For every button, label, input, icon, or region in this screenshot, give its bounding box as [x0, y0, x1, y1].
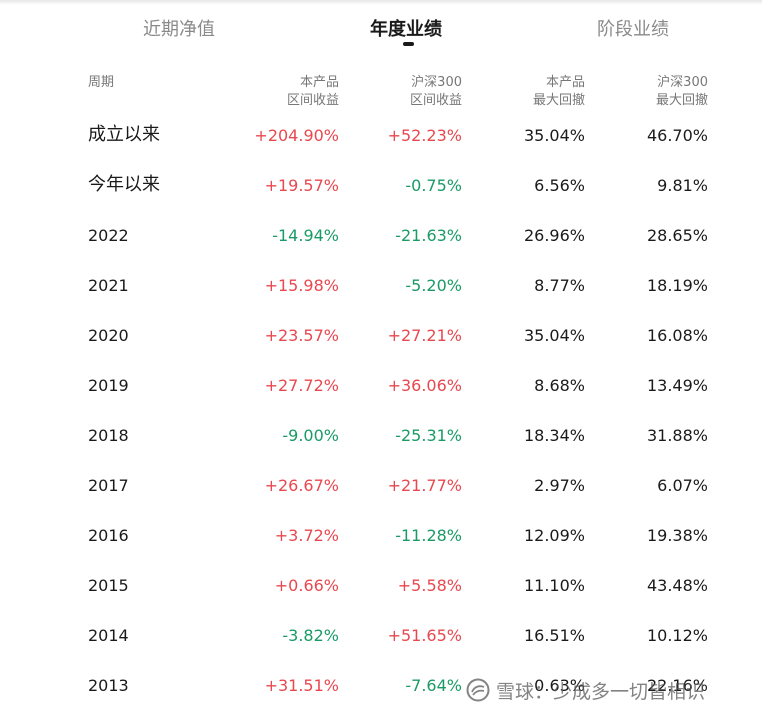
period-cell: 成立以来 [88, 124, 160, 145]
header-index-return: 沪深300 区间收益 [410, 74, 462, 110]
table-row: 2020 +23.57% +27.21% 35.04% 16.08% [0, 312, 762, 362]
index-return-cell: +52.23% [387, 126, 462, 145]
index-drawdown-cell: 13.49% [646, 376, 708, 395]
period-cell: 2017 [88, 476, 129, 495]
tab-stage-performance[interactable]: 阶段业绩 [597, 19, 669, 40]
product-return-cell: -9.00% [282, 426, 339, 445]
table-row: 2022 -14.94% -21.63% 26.96% 28.65% [0, 212, 762, 262]
period-cell: 2016 [88, 526, 129, 545]
product-drawdown-cell: 8.68% [534, 376, 585, 395]
product-return-cell: +204.90% [254, 126, 339, 145]
product-drawdown-cell: 18.34% [523, 426, 585, 445]
period-cell: 2018 [88, 426, 129, 445]
index-drawdown-cell: 6.07% [657, 476, 708, 495]
index-return-cell: -21.63% [395, 226, 462, 245]
index-drawdown-cell: 18.19% [646, 276, 708, 295]
product-drawdown-cell: 8.77% [534, 276, 585, 295]
period-cell: 今年以来 [88, 174, 160, 195]
product-drawdown-cell: 2.97% [534, 476, 585, 495]
index-return-cell: -5.20% [405, 276, 462, 295]
index-drawdown-cell: 10.12% [646, 626, 708, 645]
header-product-drawdown: 本产品 最大回撤 [533, 74, 585, 110]
table-row: 2015 +0.66% +5.58% 11.10% 43.48% [0, 562, 762, 612]
header-period: 周期 [88, 75, 115, 90]
product-drawdown-cell: 6.56% [534, 176, 585, 195]
index-drawdown-cell: 46.70% [646, 126, 708, 145]
header-index-drawdown: 沪深300 最大回撤 [656, 74, 708, 110]
index-return-cell: -11.28% [395, 526, 462, 545]
table-row: 2019 +27.72% +36.06% 8.68% 13.49% [0, 362, 762, 412]
index-return-cell: -25.31% [395, 426, 462, 445]
period-cell: 2020 [88, 326, 129, 345]
index-return-cell: +51.65% [387, 626, 462, 645]
index-return-cell: +21.77% [387, 476, 462, 495]
product-drawdown-cell: 11.10% [523, 576, 585, 595]
active-tab-indicator [403, 42, 414, 46]
header-product-drawdown-line2: 最大回撤 [532, 93, 585, 108]
period-cell: 2022 [88, 226, 129, 245]
header-product-drawdown-line1: 本产品 [545, 75, 585, 90]
product-drawdown-cell: 0.63% [534, 676, 585, 695]
product-drawdown-cell: 16.51% [523, 626, 585, 645]
product-return-cell: +3.72% [274, 526, 339, 545]
index-return-cell: -7.64% [405, 676, 462, 695]
header-index-drawdown-line2: 最大回撤 [655, 93, 708, 108]
index-drawdown-cell: 22.16% [646, 676, 708, 695]
product-return-cell: +26.67% [264, 476, 339, 495]
index-drawdown-cell: 28.65% [646, 226, 708, 245]
index-return-cell: -0.75% [405, 176, 462, 195]
tab-recent-nav[interactable]: 近期净值 [143, 19, 215, 40]
tab-annual-performance[interactable]: 年度业绩 [370, 19, 442, 40]
table-row: 2016 +3.72% -11.28% 12.09% 19.38% [0, 512, 762, 562]
product-drawdown-cell: 35.04% [523, 126, 585, 145]
header-index-return-line1: 沪深300 [411, 75, 462, 90]
performance-table-body: 成立以来 +204.90% +52.23% 35.04% 46.70% 今年以来 +19.5… [0, 112, 762, 712]
index-drawdown-cell: 31.88% [646, 426, 708, 445]
period-cell: 2019 [88, 376, 129, 395]
product-drawdown-cell: 26.96% [523, 226, 585, 245]
index-return-cell: +36.06% [387, 376, 462, 395]
table-row: 今年以来 +19.57% -0.75% 6.56% 9.81% [0, 162, 762, 212]
header-product-return: 本产品 区间收益 [287, 74, 339, 110]
table-row: 成立以来 +204.90% +52.23% 35.04% 46.70% [0, 112, 762, 162]
period-cell: 2013 [88, 676, 129, 695]
top-shadow [0, 0, 762, 5]
table-row: 2017 +26.67% +21.77% 2.97% 6.07% [0, 462, 762, 512]
table-row: 2013 +31.51% -7.64% 0.63% 22.16% [0, 662, 762, 712]
product-return-cell: +15.98% [264, 276, 339, 295]
product-drawdown-cell: 12.09% [523, 526, 585, 545]
index-drawdown-cell: 16.08% [646, 326, 708, 345]
index-drawdown-cell: 9.81% [657, 176, 708, 195]
product-return-cell: -14.94% [272, 226, 339, 245]
index-return-cell: +5.58% [397, 576, 462, 595]
product-return-cell: +27.72% [264, 376, 339, 395]
product-return-cell: -3.82% [282, 626, 339, 645]
product-return-cell: +19.57% [264, 176, 339, 195]
table-row: 2021 +15.98% -5.20% 8.77% 18.19% [0, 262, 762, 312]
header-product-return-line2: 区间收益 [286, 93, 339, 108]
header-index-return-line2: 区间收益 [409, 93, 462, 108]
index-drawdown-cell: 43.48% [646, 576, 708, 595]
period-cell: 2014 [88, 626, 129, 645]
product-return-cell: +31.51% [264, 676, 339, 695]
header-product-return-line1: 本产品 [299, 75, 339, 90]
product-drawdown-cell: 35.04% [523, 326, 585, 345]
tab-bar: 近期净值 年度业绩 阶段业绩 [0, 0, 762, 60]
table-row: 2018 -9.00% -25.31% 18.34% 31.88% [0, 412, 762, 462]
table-header: 周期 本产品 区间收益 沪深300 区间收益 本产品 最大回撤 沪深300 最大… [0, 72, 762, 112]
index-drawdown-cell: 19.38% [646, 526, 708, 545]
product-return-cell: +0.66% [274, 576, 339, 595]
period-cell: 2015 [88, 576, 129, 595]
product-return-cell: +23.57% [264, 326, 339, 345]
index-return-cell: +27.21% [387, 326, 462, 345]
header-index-drawdown-line1: 沪深300 [657, 75, 708, 90]
period-cell: 2021 [88, 276, 129, 295]
table-row: 2014 -3.82% +51.65% 16.51% 10.12% [0, 612, 762, 662]
